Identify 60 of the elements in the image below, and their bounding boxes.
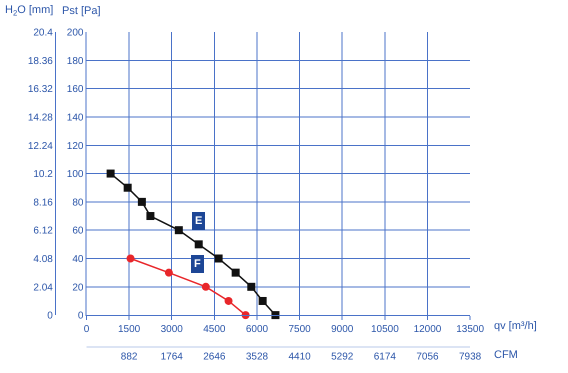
x-tick-label: 12000 <box>414 324 442 336</box>
y-tick-label: 80 <box>72 197 84 208</box>
x2-tick-label: 882 <box>120 352 138 363</box>
point <box>106 170 115 178</box>
y2-tick-label: 10.2 <box>33 169 54 180</box>
x-tick-label: 6000 <box>246 324 269 336</box>
point <box>232 268 240 277</box>
y2-tick-label: 20.4 <box>33 28 54 38</box>
point <box>164 268 173 277</box>
x2-tick-label: 6174 <box>374 352 396 363</box>
y2-tick-label: 2.04 <box>33 282 54 294</box>
x2-tick-label: 3528 <box>246 352 269 363</box>
y2-tick-label: 8.16 <box>33 197 54 208</box>
series-label: E <box>195 215 202 227</box>
y-axis-title: Pst [Pa] <box>62 5 101 17</box>
y2-tick-label: 12.24 <box>28 140 54 152</box>
x2-tick-label: 1764 <box>160 352 184 363</box>
point <box>146 212 154 220</box>
y-tick-label: 120 <box>66 140 84 152</box>
x-tick-label: 7500 <box>288 324 312 336</box>
y-tick-label: 140 <box>66 112 84 124</box>
y2-tick-label: 0 <box>47 310 54 322</box>
x-tick-label: 1500 <box>118 324 141 336</box>
y-tick-label: 0 <box>78 310 84 322</box>
point <box>138 198 146 206</box>
x2-tick-label: 4410 <box>288 352 312 363</box>
point <box>258 296 267 305</box>
y2-axis-title: H$_{2}$O [mm] <box>5 4 54 18</box>
point <box>126 254 135 262</box>
y2-tick-label: 16.32 <box>28 84 54 96</box>
x2-tick-label: 7938 <box>458 352 482 363</box>
y2-tick-label: 18.36 <box>28 56 54 67</box>
point <box>194 240 203 248</box>
y-tick-label: 100 <box>66 169 84 180</box>
x2-tick-label: 7056 <box>416 352 440 363</box>
x-tick-label: 9000 <box>331 324 354 336</box>
x-tick-label: 4500 <box>203 324 226 336</box>
y2-tick-label: 14.28 <box>28 112 54 124</box>
x2-axis-title: CFM <box>494 349 518 361</box>
x-tick-label: 3000 <box>160 324 184 336</box>
y-tick-label: 60 <box>72 226 84 237</box>
x-axis-title: qv [m³/h] <box>494 320 537 332</box>
x-tick-label: 13500 <box>456 324 484 336</box>
x2-tick-label: 5292 <box>331 352 354 363</box>
y-tick-label: 200 <box>66 28 84 38</box>
y2-tick-label: 6.12 <box>33 226 54 237</box>
x-tick-label: 10500 <box>370 324 400 336</box>
y-tick-label: 180 <box>66 56 84 67</box>
point <box>214 254 223 262</box>
point <box>224 296 233 305</box>
point <box>202 282 210 291</box>
y2-tick-label: 4.08 <box>33 254 54 265</box>
y-tick-label: 160 <box>66 84 84 96</box>
y-tick-label: 20 <box>72 282 84 294</box>
point <box>174 226 183 234</box>
x2-tick-label: 2646 <box>203 352 226 363</box>
series-label: F <box>194 258 201 270</box>
point <box>124 184 132 192</box>
point <box>247 282 256 291</box>
y-tick-label: 40 <box>72 254 84 265</box>
